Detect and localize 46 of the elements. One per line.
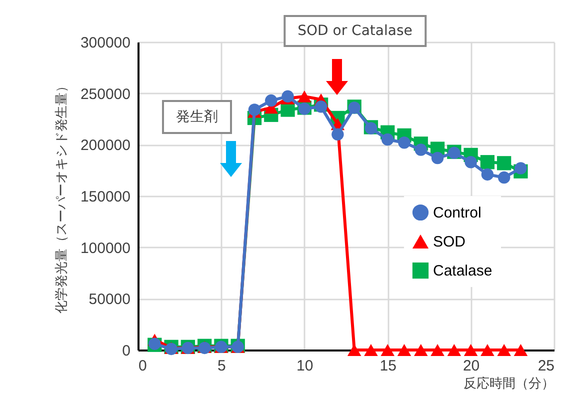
- point: [398, 136, 410, 149]
- y-axis-title: 化学発光量（スーパーオキシド発生量）: [53, 80, 68, 314]
- x-tick-label: 15: [380, 358, 396, 374]
- x-tick-label: 5: [218, 358, 226, 374]
- x-tick-label: 25: [538, 358, 554, 374]
- point: [381, 133, 394, 146]
- point: [464, 344, 478, 356]
- point: [282, 90, 294, 103]
- point: [414, 144, 428, 156]
- point: [480, 344, 494, 356]
- point: [498, 171, 510, 184]
- text: SOD or Catalase: [284, 15, 426, 47]
- point: [431, 152, 444, 164]
- point: [447, 344, 462, 356]
- point: [414, 344, 428, 356]
- point: [264, 94, 278, 107]
- point: [347, 344, 362, 356]
- point: [514, 162, 527, 174]
- y-tick-label: 150000: [80, 188, 130, 206]
- point: [480, 155, 495, 170]
- point: [314, 100, 328, 113]
- y-tick-label: 100000: [80, 240, 130, 257]
- point: [481, 168, 494, 181]
- y-tick-label: 0: [122, 342, 130, 360]
- x-tick-label: 10: [296, 358, 314, 374]
- x-axis-title: 反応時間（分）: [464, 376, 554, 390]
- point: [397, 344, 412, 356]
- annotation: 発生剤: [162, 100, 232, 134]
- point: [332, 128, 344, 141]
- point: [430, 344, 444, 356]
- y-tick-label: 250000: [80, 86, 130, 103]
- x-tick-label: 0: [138, 358, 147, 374]
- y-tick-label: 200000: [80, 137, 130, 154]
- point: [298, 90, 312, 102]
- point: [514, 344, 528, 356]
- point: [364, 344, 378, 356]
- x-tick-label: 20: [462, 358, 480, 374]
- point: [497, 344, 511, 356]
- y-tick-label: 50000: [88, 291, 130, 308]
- y-tick-label: 300000: [80, 34, 130, 52]
- point: [380, 344, 394, 356]
- legend-label: Control: [433, 204, 482, 222]
- legend-label: SOD: [433, 234, 466, 250]
- point: [464, 156, 477, 168]
- point: [497, 156, 512, 170]
- legend-label: Catalase: [433, 262, 492, 280]
